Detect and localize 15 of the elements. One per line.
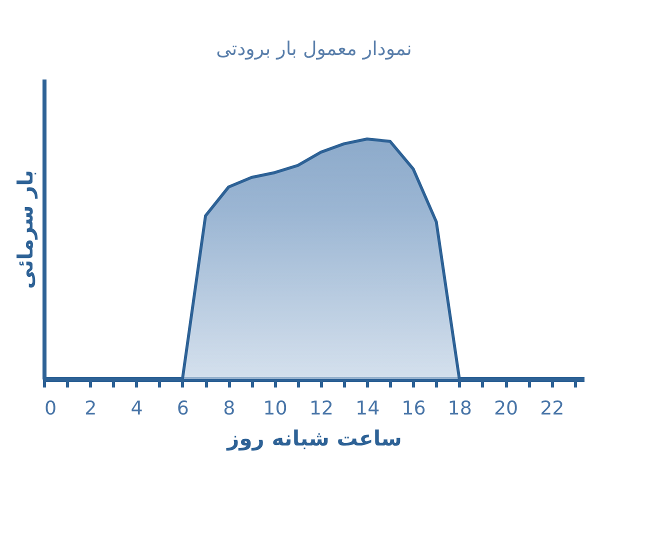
x-tick-label: 8 <box>223 398 236 420</box>
x-tick-label: 12 <box>309 398 334 420</box>
x-tick-label: 18 <box>448 398 472 420</box>
x-tick-label: 0 <box>44 398 57 420</box>
x-tick-label: 20 <box>494 398 518 420</box>
x-tick-label: 14 <box>355 398 380 420</box>
y-axis-title: بار سرمائی <box>14 170 38 289</box>
x-tick-label: 16 <box>402 398 426 420</box>
chart-title: نمودار معمول بار برودتی <box>216 38 412 60</box>
x-tick-label: 2 <box>84 398 97 420</box>
x-tick-label: 22 <box>540 398 564 420</box>
x-tick-label: 6 <box>176 398 190 420</box>
x-axis-title: ساعت شبانه روز <box>226 426 402 452</box>
x-tick-label: 4 <box>130 398 143 420</box>
x-tick-label: 10 <box>263 398 288 420</box>
